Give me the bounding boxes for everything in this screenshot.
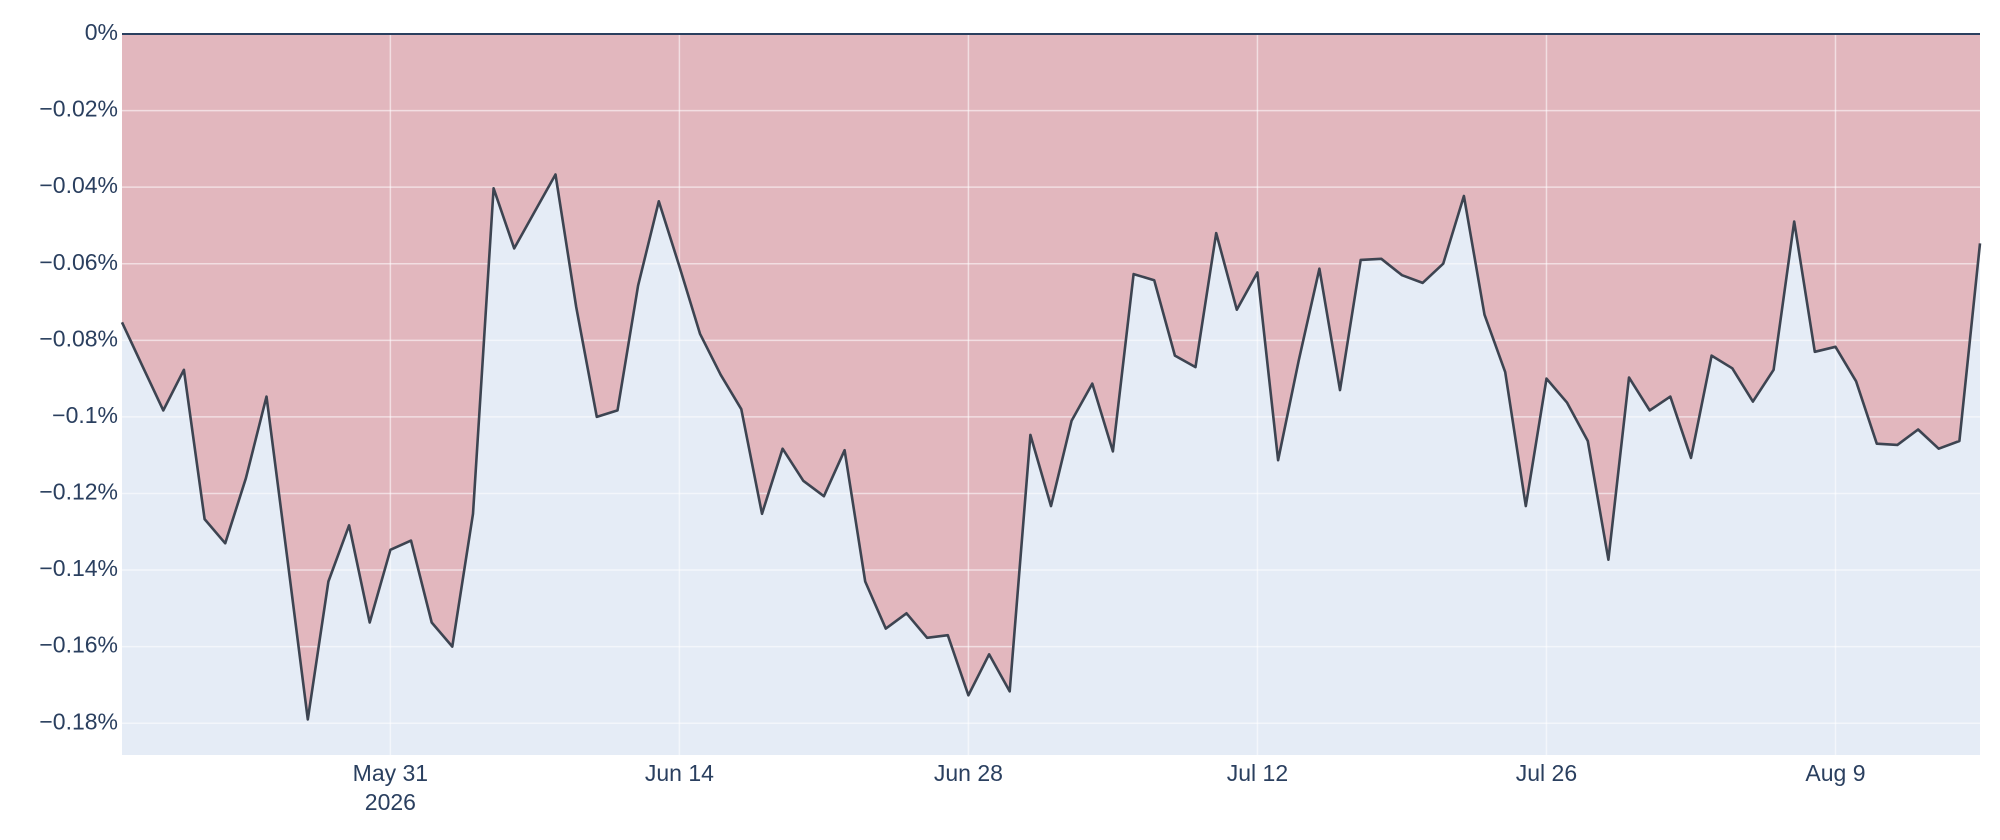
x-tick-label: Jul 26 <box>1516 760 1577 786</box>
y-tick-label: −0.04% <box>39 172 118 198</box>
x-tick-label: Jul 12 <box>1227 760 1288 786</box>
y-tick-label: −0.18% <box>39 708 118 734</box>
y-tick-label: 0% <box>85 19 118 45</box>
y-tick-label: −0.02% <box>39 96 118 122</box>
drawdown-area <box>122 34 1980 720</box>
y-tick-label: −0.12% <box>39 479 118 505</box>
x-tick-label: Aug 9 <box>1805 760 1865 786</box>
x-tick-sublabel: 2026 <box>365 789 416 815</box>
y-tick-label: −0.08% <box>39 325 118 351</box>
x-tick-label: Jun 28 <box>934 760 1003 786</box>
y-tick-label: −0.1% <box>52 402 118 428</box>
y-tick-label: −0.06% <box>39 249 118 275</box>
y-tick-label: −0.14% <box>39 555 118 581</box>
x-tick-label: Jun 14 <box>645 760 714 786</box>
drawdown-line <box>120 173 1982 721</box>
x-tick-label: May 31 <box>353 760 428 786</box>
y-tick-label: −0.16% <box>39 632 118 658</box>
